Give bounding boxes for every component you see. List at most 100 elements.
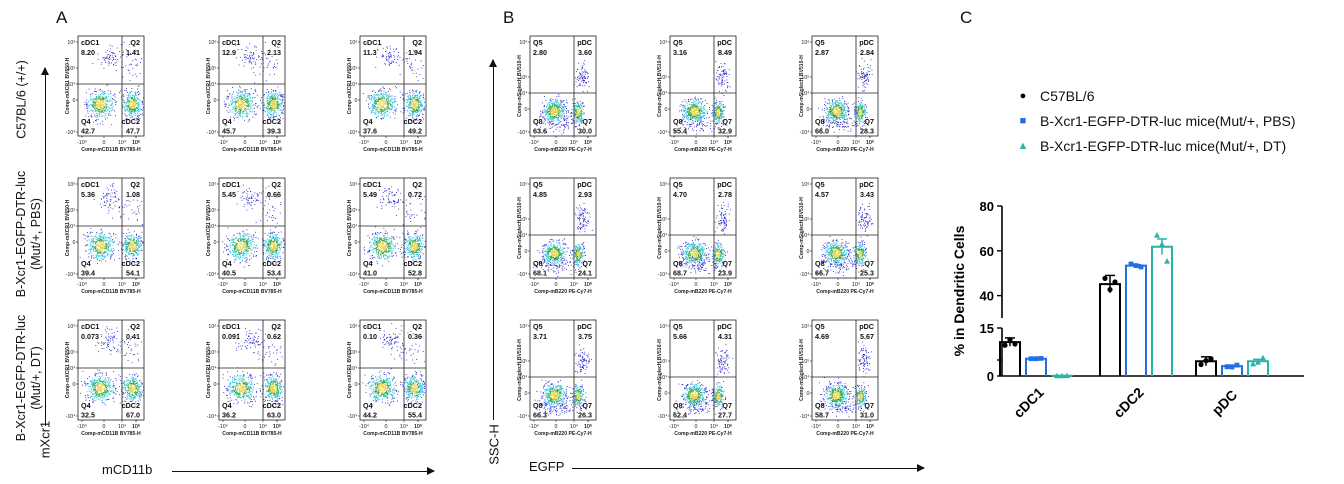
legend-circle-icon: ● bbox=[1019, 90, 1027, 102]
y-tick-label: 10⁴ bbox=[519, 375, 528, 381]
quadrant-value-br: 32.9 bbox=[718, 127, 732, 136]
bar bbox=[1125, 264, 1147, 376]
quadrant-value-tr: 0.36 bbox=[408, 332, 422, 341]
y-tick-label: -10⁴ bbox=[658, 272, 669, 278]
quadrant-name-tr: pDC bbox=[577, 322, 592, 331]
quadrant-name-tr: pDC bbox=[717, 38, 732, 47]
y-axis-title: Comp-mSiglecH BV510-H bbox=[799, 55, 805, 117]
x-axis-title: Comp-mB220 PE-Cy7-H bbox=[816, 289, 874, 295]
quadrant-value-tl: 2.87 bbox=[815, 48, 829, 57]
y-tick-label: -10⁴ bbox=[800, 272, 811, 278]
y-tick-label: 10⁴ bbox=[801, 375, 810, 381]
quadrant-value-tr: 0.66 bbox=[267, 190, 281, 199]
y-tick-label: -10⁴ bbox=[207, 414, 218, 420]
quadrant-value-br: 31.0 bbox=[860, 411, 874, 420]
quadrant-value-br: 53.4 bbox=[267, 269, 281, 278]
legend-item-dt: ▲ B-Xcr1-EGFP-DTR-luc mice(Mut/+, DT) bbox=[1016, 138, 1287, 154]
quadrant-value-bl: 45.7 bbox=[222, 127, 236, 136]
category-label: pDC bbox=[1209, 387, 1241, 419]
x-tick-label: 10⁵ bbox=[724, 282, 732, 288]
plot-frame bbox=[77, 319, 145, 421]
quadrant-name-tr: Q2 bbox=[271, 180, 281, 189]
y-axis-title: Comp-mXCR1 BV650-H bbox=[347, 341, 353, 398]
x-tick-label: -10⁴ bbox=[359, 424, 370, 430]
quadrant-name-tl: cDC1 bbox=[222, 38, 240, 47]
quadrant-name-br: Q7 bbox=[864, 401, 874, 410]
x-tick-label: -10⁴ bbox=[529, 424, 540, 430]
plot-frame bbox=[669, 35, 737, 137]
quadrant-name-bl: Q4 bbox=[363, 401, 373, 410]
y-tick-label: 10⁴ bbox=[801, 233, 810, 239]
y-tick-label: -10⁴ bbox=[658, 130, 669, 136]
x-tick-label: -10⁴ bbox=[77, 282, 88, 288]
y-tick-label: 10⁵ bbox=[519, 217, 527, 223]
x-tick-label: -10⁴ bbox=[669, 424, 680, 430]
quadrant-value-bl: 66.3 bbox=[533, 411, 547, 420]
quadrant-name-tl: cDC1 bbox=[222, 322, 240, 331]
x-tick-label: 10⁴ bbox=[570, 140, 579, 146]
bar bbox=[1099, 283, 1121, 376]
data-point bbox=[1208, 356, 1214, 362]
quadrant-value-bl: 39.4 bbox=[81, 269, 95, 278]
x-tick-label: 10⁴ bbox=[852, 424, 861, 430]
x-tick-label: -10⁴ bbox=[811, 424, 822, 430]
data-point bbox=[1007, 337, 1013, 343]
x-axis-title: Comp-mCD11B BV785-H bbox=[363, 431, 423, 437]
x-tick-label: 10⁴ bbox=[400, 424, 409, 430]
plot-frame bbox=[359, 319, 427, 421]
bar bbox=[999, 341, 1021, 376]
y-tick-label: 10⁴ bbox=[208, 366, 217, 372]
quadrant-value-tl: 5.49 bbox=[363, 190, 377, 199]
y-tick-label: 10⁶ bbox=[659, 324, 667, 330]
density-dots bbox=[84, 41, 144, 126]
y-tick-label: 10⁵ bbox=[659, 359, 667, 365]
quadrant-value-br: 30.0 bbox=[578, 127, 592, 136]
x-tick-label: 10⁴ bbox=[118, 424, 127, 430]
density-dots bbox=[223, 42, 285, 123]
x-tick-label: 0 bbox=[695, 424, 698, 430]
data-point bbox=[1198, 361, 1204, 368]
x-tick-label: 0 bbox=[555, 424, 558, 430]
y-tick-label: 10⁴ bbox=[659, 233, 668, 239]
x-tick-label: 0 bbox=[837, 282, 840, 288]
x-tick-label: 10⁵ bbox=[724, 140, 732, 146]
y-tick-label: 10⁶ bbox=[519, 182, 527, 188]
x-tick-label: 0 bbox=[837, 140, 840, 146]
quadrant-value-bl: 58.7 bbox=[815, 411, 829, 420]
plot-frame bbox=[529, 177, 597, 279]
quadrant-name-tl: Q5 bbox=[815, 180, 825, 189]
quadrant-value-bl: 37.6 bbox=[363, 127, 377, 136]
quadrant-name-tr: Q2 bbox=[271, 38, 281, 47]
y-tick-label: 10⁵ bbox=[349, 66, 357, 72]
y-tick-label: 0 bbox=[355, 240, 358, 246]
y-tick-label: 10⁵ bbox=[801, 217, 809, 223]
quadrant-name-bl: Q8 bbox=[815, 259, 825, 268]
x-tick-label: -10⁴ bbox=[669, 140, 680, 146]
y-tick-label: 10⁵ bbox=[67, 350, 75, 356]
x-tick-label: -10⁴ bbox=[218, 424, 229, 430]
quadrant-name-br: Q7 bbox=[722, 259, 732, 268]
quadrant-name-br: Q7 bbox=[722, 117, 732, 126]
data-point bbox=[1012, 341, 1018, 347]
quadrant-name-tr: pDC bbox=[859, 180, 874, 189]
y-axis-title: Comp-mSiglecH BV510-H bbox=[517, 197, 523, 259]
y-tick-label: 10⁴ bbox=[801, 91, 810, 97]
y-tick-label: 10⁶ bbox=[801, 324, 809, 330]
category-label: cDC2 bbox=[1110, 384, 1147, 421]
quadrant-value-tr: 2.93 bbox=[578, 190, 592, 199]
quadrant-value-tl: 3.16 bbox=[673, 48, 687, 57]
y-tick-label: -10⁴ bbox=[66, 414, 77, 420]
quadrant-name-tr: Q2 bbox=[130, 322, 140, 331]
x-axis-title: Comp-mCD11B BV785-H bbox=[81, 147, 141, 153]
quadrant-value-tl: 4.69 bbox=[815, 332, 829, 341]
density-dots bbox=[818, 341, 872, 418]
quadrant-value-tr: 0.62 bbox=[267, 332, 281, 341]
quadrant-value-br: 25.3 bbox=[860, 269, 874, 278]
x-tick-label: 10⁶ bbox=[584, 282, 592, 288]
row-label-pbs: B-Xcr1-EGFP-DTR-luc (Mut/+, PBS) bbox=[14, 164, 46, 304]
bar bbox=[1025, 357, 1047, 376]
x-tick-label: 10⁶ bbox=[414, 282, 422, 288]
y-tick-label: 10⁵ bbox=[659, 217, 667, 223]
